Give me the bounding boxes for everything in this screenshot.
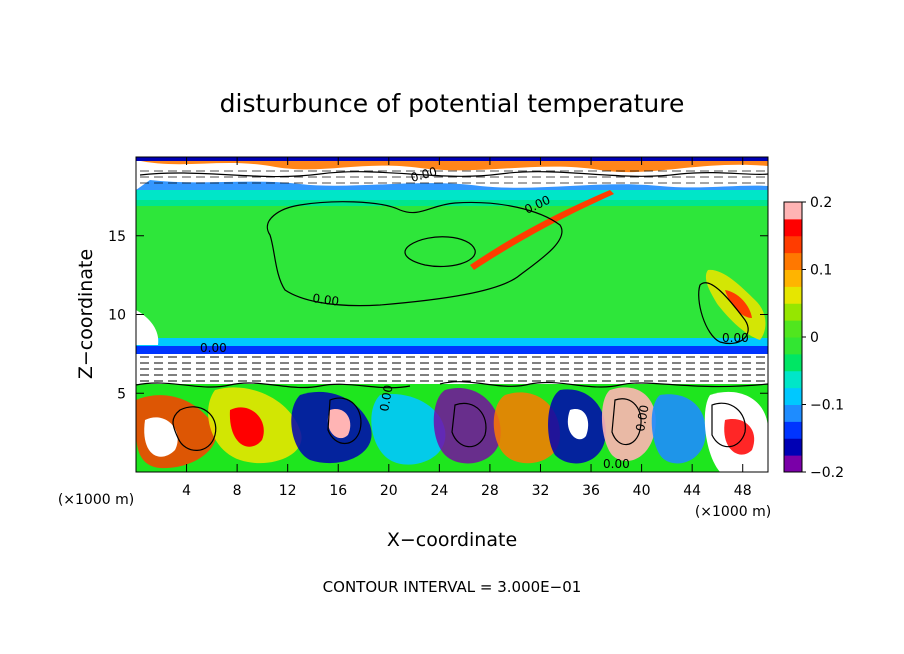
x-tick-label: 24 [430, 483, 448, 499]
contour-lower-2 [439, 381, 768, 388]
x-tick-label: 12 [279, 483, 297, 499]
contour-label: 0.00 [722, 331, 749, 345]
colorbar-swatch [784, 387, 802, 405]
y-tick-label: 10 [108, 308, 126, 324]
x-tick-label: 8 [233, 483, 242, 499]
colorbar-swatch [784, 455, 802, 473]
field-mid-layer [136, 193, 768, 353]
colorbar-swatch [784, 218, 802, 237]
y-axis: 5 10 15 [108, 229, 768, 402]
contour-top-1 [139, 171, 768, 178]
x-axis-label: X−coordinate [387, 529, 517, 551]
contour-zero-inner [404, 236, 476, 268]
contour-lower-6 [611, 398, 642, 446]
contour-zero-main [266, 201, 563, 307]
blob-9 [493, 392, 560, 464]
x-tick-label: 40 [633, 483, 651, 499]
y-axis-label: Z−coordinate [75, 249, 97, 379]
colorbar-tick-label: 0.1 [810, 263, 832, 279]
field-top-dash-band [136, 168, 768, 188]
y-tick-label: 5 [117, 386, 126, 402]
x-axis-unit-right: (×1000 m) [695, 504, 771, 520]
colorbar-swatch [784, 404, 802, 422]
field-lower-blue-band [136, 346, 768, 354]
blob-7 [371, 394, 446, 465]
contour-lower-3 [172, 406, 217, 451]
streak-upper [470, 190, 614, 270]
blob-2 [144, 417, 178, 457]
contour-label: 0.00 [377, 384, 395, 413]
x-tick-label: 4 [182, 483, 191, 499]
blob-4 [229, 407, 264, 447]
plume-left [136, 310, 159, 345]
colorbar-swatch [784, 320, 802, 338]
contour-lower-7 [711, 402, 746, 448]
colorbar: 0.2 0.1 0 −0.1 −0.2 [783, 195, 844, 481]
colorbar-swatch [784, 370, 802, 389]
field-top-color-2 [136, 157, 768, 161]
contour-label: 0.00 [200, 341, 227, 355]
field-lower-cyan-band [136, 338, 768, 346]
colorbar-swatch [784, 286, 802, 304]
contour-lower-1 [136, 382, 411, 389]
blob-12 [601, 387, 656, 462]
colorbar-swatch [784, 421, 802, 439]
y-tick-label: 15 [108, 229, 126, 245]
field-upper-cyan-band [136, 190, 768, 200]
colorbar-swatch [784, 438, 802, 456]
x-tick-label: 28 [481, 483, 499, 499]
colorbar-swatch [784, 303, 802, 321]
colorbar-tick-label: 0.2 [810, 195, 832, 211]
colorbar-tick-label: −0.1 [810, 398, 844, 414]
colorbar-swatch [784, 202, 802, 220]
contour-lower-4 [327, 397, 362, 445]
contour-label: 0.00 [409, 164, 438, 184]
contour-label: 0.00 [603, 457, 630, 471]
x-axis-unit-left: (×1000 m) [58, 492, 134, 508]
x-tick-label: 48 [734, 483, 752, 499]
contour-lower-5 [451, 402, 487, 448]
colorbar-swatch [784, 337, 802, 355]
blob-8 [433, 388, 501, 464]
colorbar-swatch [784, 269, 802, 287]
field-lower-dash-band [136, 356, 768, 382]
contour-lines [136, 171, 768, 451]
x-tick-label: 32 [532, 483, 550, 499]
plot-area: 0.00 0.00 0.00 0.00 0.00 0.00 0.00 0.00 [136, 157, 768, 472]
colorbar-tick-label: −0.2 [810, 465, 844, 481]
colorbar-swatch [784, 353, 802, 372]
colorbar-swatch [784, 252, 802, 270]
contour-interval-note: CONTOUR INTERVAL = 3.000E−01 [323, 578, 582, 596]
blob-11 [567, 409, 589, 440]
blob-13 [651, 394, 706, 464]
plume-right-core [725, 290, 752, 318]
x-axis: 4 8 12 16 20 24 28 32 36 40 44 48 [182, 157, 752, 499]
blob-6 [327, 409, 351, 439]
contour-zero-right [698, 282, 749, 344]
contour-label: 0.00 [312, 291, 340, 309]
colorbar-swatch [784, 235, 802, 254]
x-tick-label: 16 [329, 483, 347, 499]
x-tick-label: 44 [683, 483, 701, 499]
x-tick-label: 20 [380, 483, 398, 499]
x-tick-label: 36 [582, 483, 600, 499]
chart-title: disturbunce of potential temperature [220, 89, 685, 118]
contour-label: 0.00 [633, 404, 651, 433]
colorbar-tick-label: 0 [810, 330, 819, 346]
